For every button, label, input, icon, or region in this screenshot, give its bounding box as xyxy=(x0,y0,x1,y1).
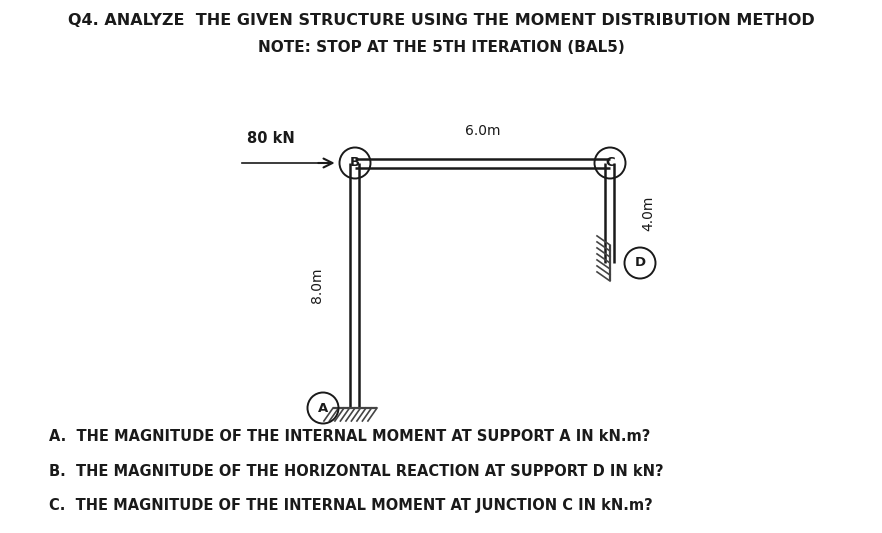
Text: 4.0m: 4.0m xyxy=(641,195,655,231)
Text: C.  THE MAGNITUDE OF THE INTERNAL MOMENT AT JUNCTION C IN kN.m?: C. THE MAGNITUDE OF THE INTERNAL MOMENT … xyxy=(49,498,653,513)
Text: A.  THE MAGNITUDE OF THE INTERNAL MOMENT AT SUPPORT A IN kN.m?: A. THE MAGNITUDE OF THE INTERNAL MOMENT … xyxy=(49,429,650,444)
Text: 8.0m: 8.0m xyxy=(310,268,324,303)
Text: Q4. ANALYZE  THE GIVEN STRUCTURE USING THE MOMENT DISTRIBUTION METHOD: Q4. ANALYZE THE GIVEN STRUCTURE USING TH… xyxy=(68,13,814,28)
Text: A: A xyxy=(318,401,328,415)
Text: C: C xyxy=(605,157,615,169)
Text: D: D xyxy=(634,256,646,270)
Text: NOTE: STOP AT THE 5TH ITERATION (BAL5): NOTE: STOP AT THE 5TH ITERATION (BAL5) xyxy=(258,40,624,55)
Text: 6.0m: 6.0m xyxy=(465,124,500,138)
Text: 80 kN: 80 kN xyxy=(247,131,295,146)
Text: B: B xyxy=(350,157,360,169)
Text: B.  THE MAGNITUDE OF THE HORIZONTAL REACTION AT SUPPORT D IN kN?: B. THE MAGNITUDE OF THE HORIZONTAL REACT… xyxy=(49,464,663,479)
